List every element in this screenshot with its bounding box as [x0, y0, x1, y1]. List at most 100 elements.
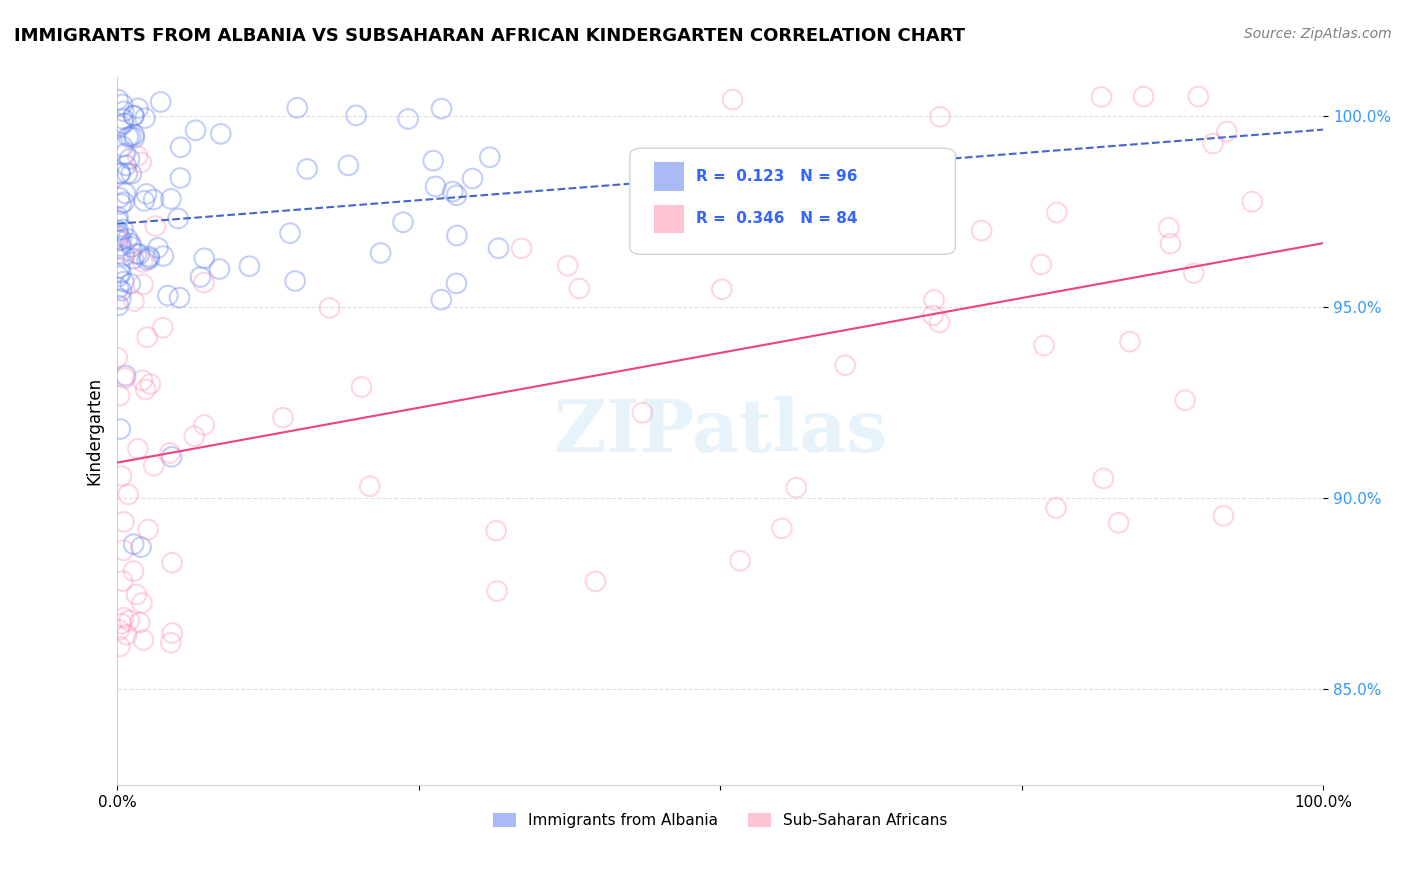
Immigrants from Albania: [125, 246, 148, 260]
Immigrants from Albania: [337, 158, 360, 172]
FancyBboxPatch shape: [630, 148, 956, 254]
Immigrants from Albania: [295, 161, 318, 176]
Immigrants from Albania: [112, 116, 135, 130]
Immigrants from Albania: [193, 252, 215, 266]
Immigrants from Albania: [122, 537, 145, 551]
Sub-Saharan Africans: [105, 231, 128, 245]
Sub-Saharan Africans: [160, 556, 183, 570]
Immigrants from Albania: [107, 281, 129, 295]
Sub-Saharan Africans: [160, 636, 183, 650]
Immigrants from Albania: [129, 540, 152, 554]
Immigrants from Albania: [169, 140, 191, 154]
Sub-Saharan Africans: [318, 301, 340, 315]
Sub-Saharan Africans: [1187, 89, 1209, 103]
Sub-Saharan Africans: [785, 481, 807, 495]
Sub-Saharan Africans: [1160, 236, 1182, 251]
Immigrants from Albania: [128, 247, 150, 261]
Sub-Saharan Africans: [929, 110, 952, 124]
Sub-Saharan Africans: [145, 219, 167, 233]
Immigrants from Albania: [108, 167, 131, 181]
Immigrants from Albania: [122, 109, 145, 123]
Sub-Saharan Africans: [922, 293, 945, 307]
Sub-Saharan Africans: [108, 389, 131, 403]
Immigrants from Albania: [112, 275, 135, 289]
Immigrants from Albania: [112, 249, 135, 263]
Immigrants from Albania: [430, 102, 453, 116]
Immigrants from Albania: [160, 450, 183, 464]
Sub-Saharan Africans: [183, 429, 205, 443]
Sub-Saharan Africans: [1045, 500, 1067, 515]
Immigrants from Albania: [446, 188, 468, 202]
Immigrants from Albania: [138, 250, 160, 264]
Immigrants from Albania: [110, 119, 132, 133]
Sub-Saharan Africans: [114, 371, 136, 385]
Text: ZIPatlas: ZIPatlas: [553, 396, 887, 467]
Y-axis label: Kindergarten: Kindergarten: [86, 377, 103, 485]
Sub-Saharan Africans: [1119, 334, 1142, 349]
Immigrants from Albania: [107, 213, 129, 227]
Immigrants from Albania: [120, 277, 142, 291]
Sub-Saharan Africans: [928, 315, 950, 329]
Sub-Saharan Africans: [136, 330, 159, 344]
Immigrants from Albania: [370, 246, 392, 260]
Immigrants from Albania: [110, 233, 132, 247]
Sub-Saharan Africans: [1174, 393, 1197, 408]
Immigrants from Albania: [285, 101, 308, 115]
Sub-Saharan Africans: [710, 282, 733, 296]
Sub-Saharan Africans: [1216, 124, 1239, 138]
Immigrants from Albania: [135, 186, 157, 201]
Immigrants from Albania: [117, 130, 139, 145]
Sub-Saharan Africans: [127, 149, 149, 163]
Sub-Saharan Africans: [108, 640, 131, 654]
Sub-Saharan Africans: [125, 588, 148, 602]
Sub-Saharan Africans: [132, 633, 155, 648]
Immigrants from Albania: [107, 210, 129, 224]
Immigrants from Albania: [284, 274, 307, 288]
Sub-Saharan Africans: [159, 446, 181, 460]
Immigrants from Albania: [115, 158, 138, 172]
Sub-Saharan Africans: [132, 277, 155, 292]
Immigrants from Albania: [117, 167, 139, 181]
Immigrants from Albania: [112, 112, 135, 127]
Immigrants from Albania: [108, 260, 131, 275]
Bar: [654, 162, 685, 191]
Sub-Saharan Africans: [118, 614, 141, 628]
Sub-Saharan Africans: [115, 628, 138, 642]
Sub-Saharan Africans: [162, 626, 184, 640]
Sub-Saharan Africans: [486, 584, 509, 599]
Text: IMMIGRANTS FROM ALBANIA VS SUBSAHARAN AFRICAN KINDERGARTEN CORRELATION CHART: IMMIGRANTS FROM ALBANIA VS SUBSAHARAN AF…: [14, 27, 965, 45]
Immigrants from Albania: [169, 171, 191, 186]
Bar: [654, 205, 685, 233]
Immigrants from Albania: [422, 153, 444, 168]
Text: Source: ZipAtlas.com: Source: ZipAtlas.com: [1244, 27, 1392, 41]
Sub-Saharan Africans: [193, 417, 215, 432]
Sub-Saharan Africans: [1046, 205, 1069, 219]
Sub-Saharan Africans: [350, 380, 373, 394]
Sub-Saharan Africans: [122, 564, 145, 578]
Sub-Saharan Africans: [111, 574, 134, 589]
Immigrants from Albania: [127, 101, 149, 115]
Sub-Saharan Africans: [1202, 136, 1225, 151]
Immigrants from Albania: [118, 152, 141, 166]
Immigrants from Albania: [146, 241, 169, 255]
Immigrants from Albania: [110, 284, 132, 298]
Sub-Saharan Africans: [485, 524, 508, 538]
Immigrants from Albania: [108, 228, 131, 243]
Immigrants from Albania: [446, 228, 468, 243]
Sub-Saharan Africans: [139, 377, 162, 392]
Sub-Saharan Africans: [122, 294, 145, 309]
Sub-Saharan Africans: [136, 523, 159, 537]
Sub-Saharan Africans: [1092, 471, 1115, 485]
Sub-Saharan Africans: [510, 241, 533, 255]
Immigrants from Albania: [138, 252, 160, 266]
Immigrants from Albania: [136, 252, 159, 267]
Immigrants from Albania: [441, 185, 464, 199]
Immigrants from Albania: [114, 186, 136, 201]
Immigrants from Albania: [108, 269, 131, 284]
Sub-Saharan Africans: [112, 611, 135, 625]
Sub-Saharan Africans: [1090, 90, 1112, 104]
Immigrants from Albania: [120, 236, 142, 251]
Sub-Saharan Africans: [970, 223, 993, 237]
Sub-Saharan Africans: [112, 543, 135, 558]
Sub-Saharan Africans: [868, 219, 890, 233]
